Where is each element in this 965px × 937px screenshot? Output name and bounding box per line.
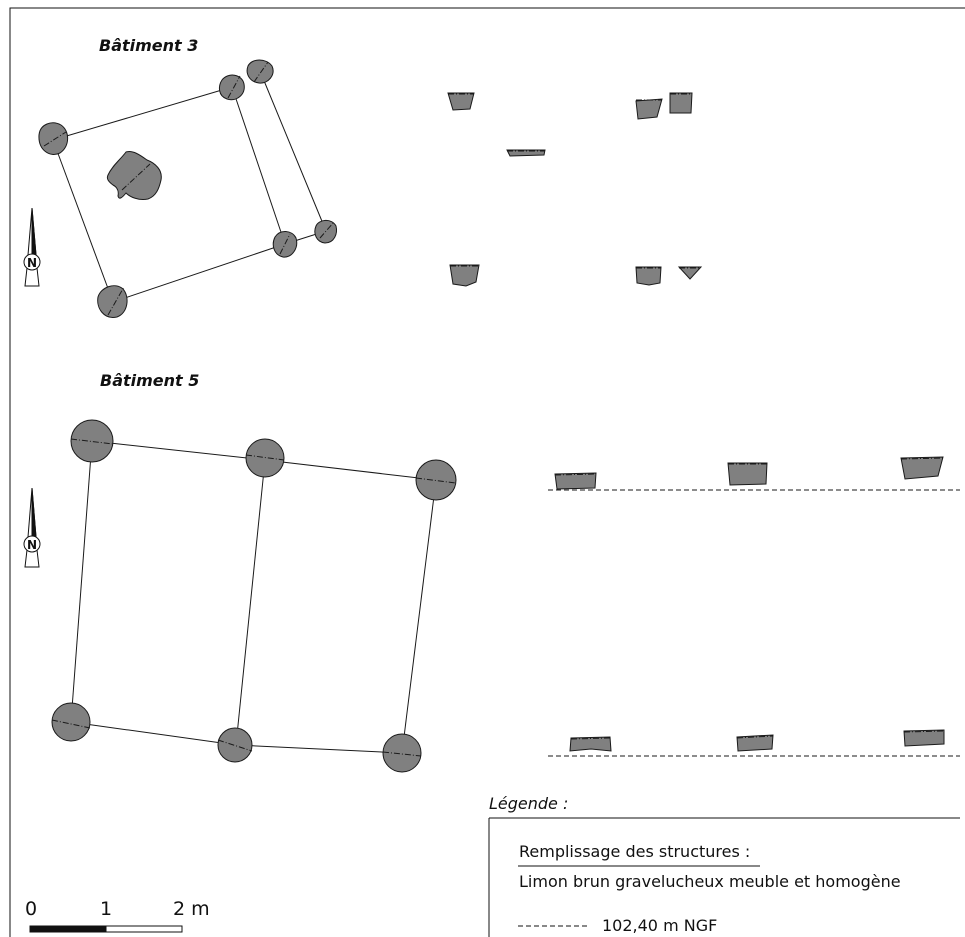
- building-3-outline: [52, 70, 327, 303]
- legend-title: Légende :: [489, 794, 569, 813]
- section-profile: [677, 266, 703, 280]
- section-axes: [51, 438, 457, 757]
- north-arrow-icon: N: [23, 207, 41, 287]
- post-hole: [97, 285, 128, 318]
- post-hole: [382, 733, 422, 773]
- section-profile: [506, 149, 546, 157]
- scale-label-0: 0: [25, 898, 38, 920]
- section-profile: [727, 462, 768, 486]
- building-3-title: Bâtiment 3: [99, 36, 199, 55]
- section-profile: [449, 264, 480, 287]
- pit: [106, 151, 162, 200]
- section-axes: [43, 61, 335, 316]
- scale-bar: [29, 925, 183, 933]
- building-3-sections: [447, 92, 703, 287]
- section-profile: [569, 736, 612, 752]
- north-label: N: [27, 256, 37, 270]
- post-hole: [38, 122, 69, 155]
- section-profile: [736, 734, 774, 752]
- legend-box: [488, 817, 960, 937]
- building-3-plan: [38, 59, 337, 318]
- post-hole: [217, 727, 253, 763]
- legend-fill-heading: Remplissage des structures :: [519, 842, 751, 861]
- section-profile: [635, 98, 663, 120]
- post-hole: [272, 231, 298, 258]
- building-5-title: Bâtiment 5: [100, 371, 200, 390]
- post-hole: [218, 74, 245, 101]
- building-5-plan: [51, 419, 457, 773]
- scale-label-1: 1: [100, 898, 113, 920]
- section-profile: [447, 92, 475, 111]
- north-arrow-icon: N: [23, 487, 41, 568]
- section-profile: [554, 472, 597, 490]
- section-profile: [900, 456, 944, 480]
- legend-ngf-label: 102,40 m NGF: [602, 916, 718, 935]
- post-hole: [246, 59, 274, 84]
- figure-border: [9, 7, 965, 937]
- post-hole: [70, 419, 114, 463]
- section-profile: [635, 266, 662, 286]
- scale-label-2: 2 m: [173, 898, 210, 920]
- post-hole: [415, 459, 457, 501]
- section-profile: [903, 729, 945, 747]
- building-5-outline: [70, 440, 437, 754]
- post-hole: [51, 702, 91, 742]
- building-5-sections: [548, 456, 960, 757]
- north-label: N: [27, 538, 37, 552]
- section-profile: [669, 92, 693, 114]
- legend-fill-description: Limon brun gravelucheux meuble et homogè…: [519, 872, 901, 891]
